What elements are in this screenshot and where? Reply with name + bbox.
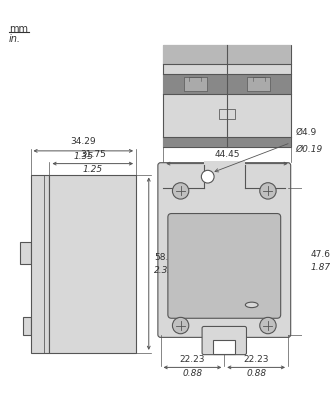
Text: Ø0.19: Ø0.19	[295, 144, 322, 154]
Text: 22.23: 22.23	[243, 355, 269, 364]
Text: 31.75: 31.75	[80, 150, 106, 159]
Text: 2.32: 2.32	[154, 266, 174, 274]
Text: 1.75: 1.75	[217, 164, 237, 174]
Bar	[184, 77, 207, 91]
Bar	[30, 174, 50, 353]
Text: 58.89: 58.89	[154, 253, 180, 262]
Ellipse shape	[245, 302, 258, 308]
Circle shape	[260, 183, 276, 199]
Text: 47.6: 47.6	[311, 250, 330, 260]
Bar	[19, 242, 30, 264]
Text: 34.29: 34.29	[71, 137, 96, 146]
Text: 22.23: 22.23	[180, 355, 205, 364]
Bar	[50, 174, 136, 353]
Text: 0.88: 0.88	[246, 369, 266, 378]
Circle shape	[172, 183, 189, 199]
Circle shape	[172, 317, 189, 334]
Text: Ø4.9: Ø4.9	[295, 128, 316, 137]
Text: in.: in.	[9, 34, 21, 44]
Text: 1.35: 1.35	[73, 152, 93, 161]
Bar	[219, 108, 235, 119]
Bar	[204, 161, 245, 188]
Bar	[163, 137, 291, 147]
Text: 0.88: 0.88	[182, 369, 203, 378]
Bar	[163, 74, 291, 94]
Text: 1.87: 1.87	[311, 263, 330, 272]
Bar	[248, 77, 270, 91]
FancyBboxPatch shape	[202, 326, 247, 355]
FancyBboxPatch shape	[158, 163, 291, 337]
FancyBboxPatch shape	[168, 214, 281, 318]
Circle shape	[201, 170, 214, 183]
Text: 1.25: 1.25	[83, 164, 103, 174]
Bar	[163, 45, 291, 147]
Bar	[163, 45, 291, 64]
Text: 44.45: 44.45	[214, 150, 240, 159]
Bar	[213, 340, 236, 354]
Circle shape	[260, 317, 276, 334]
Bar	[23, 317, 30, 335]
Text: mm: mm	[9, 24, 28, 34]
